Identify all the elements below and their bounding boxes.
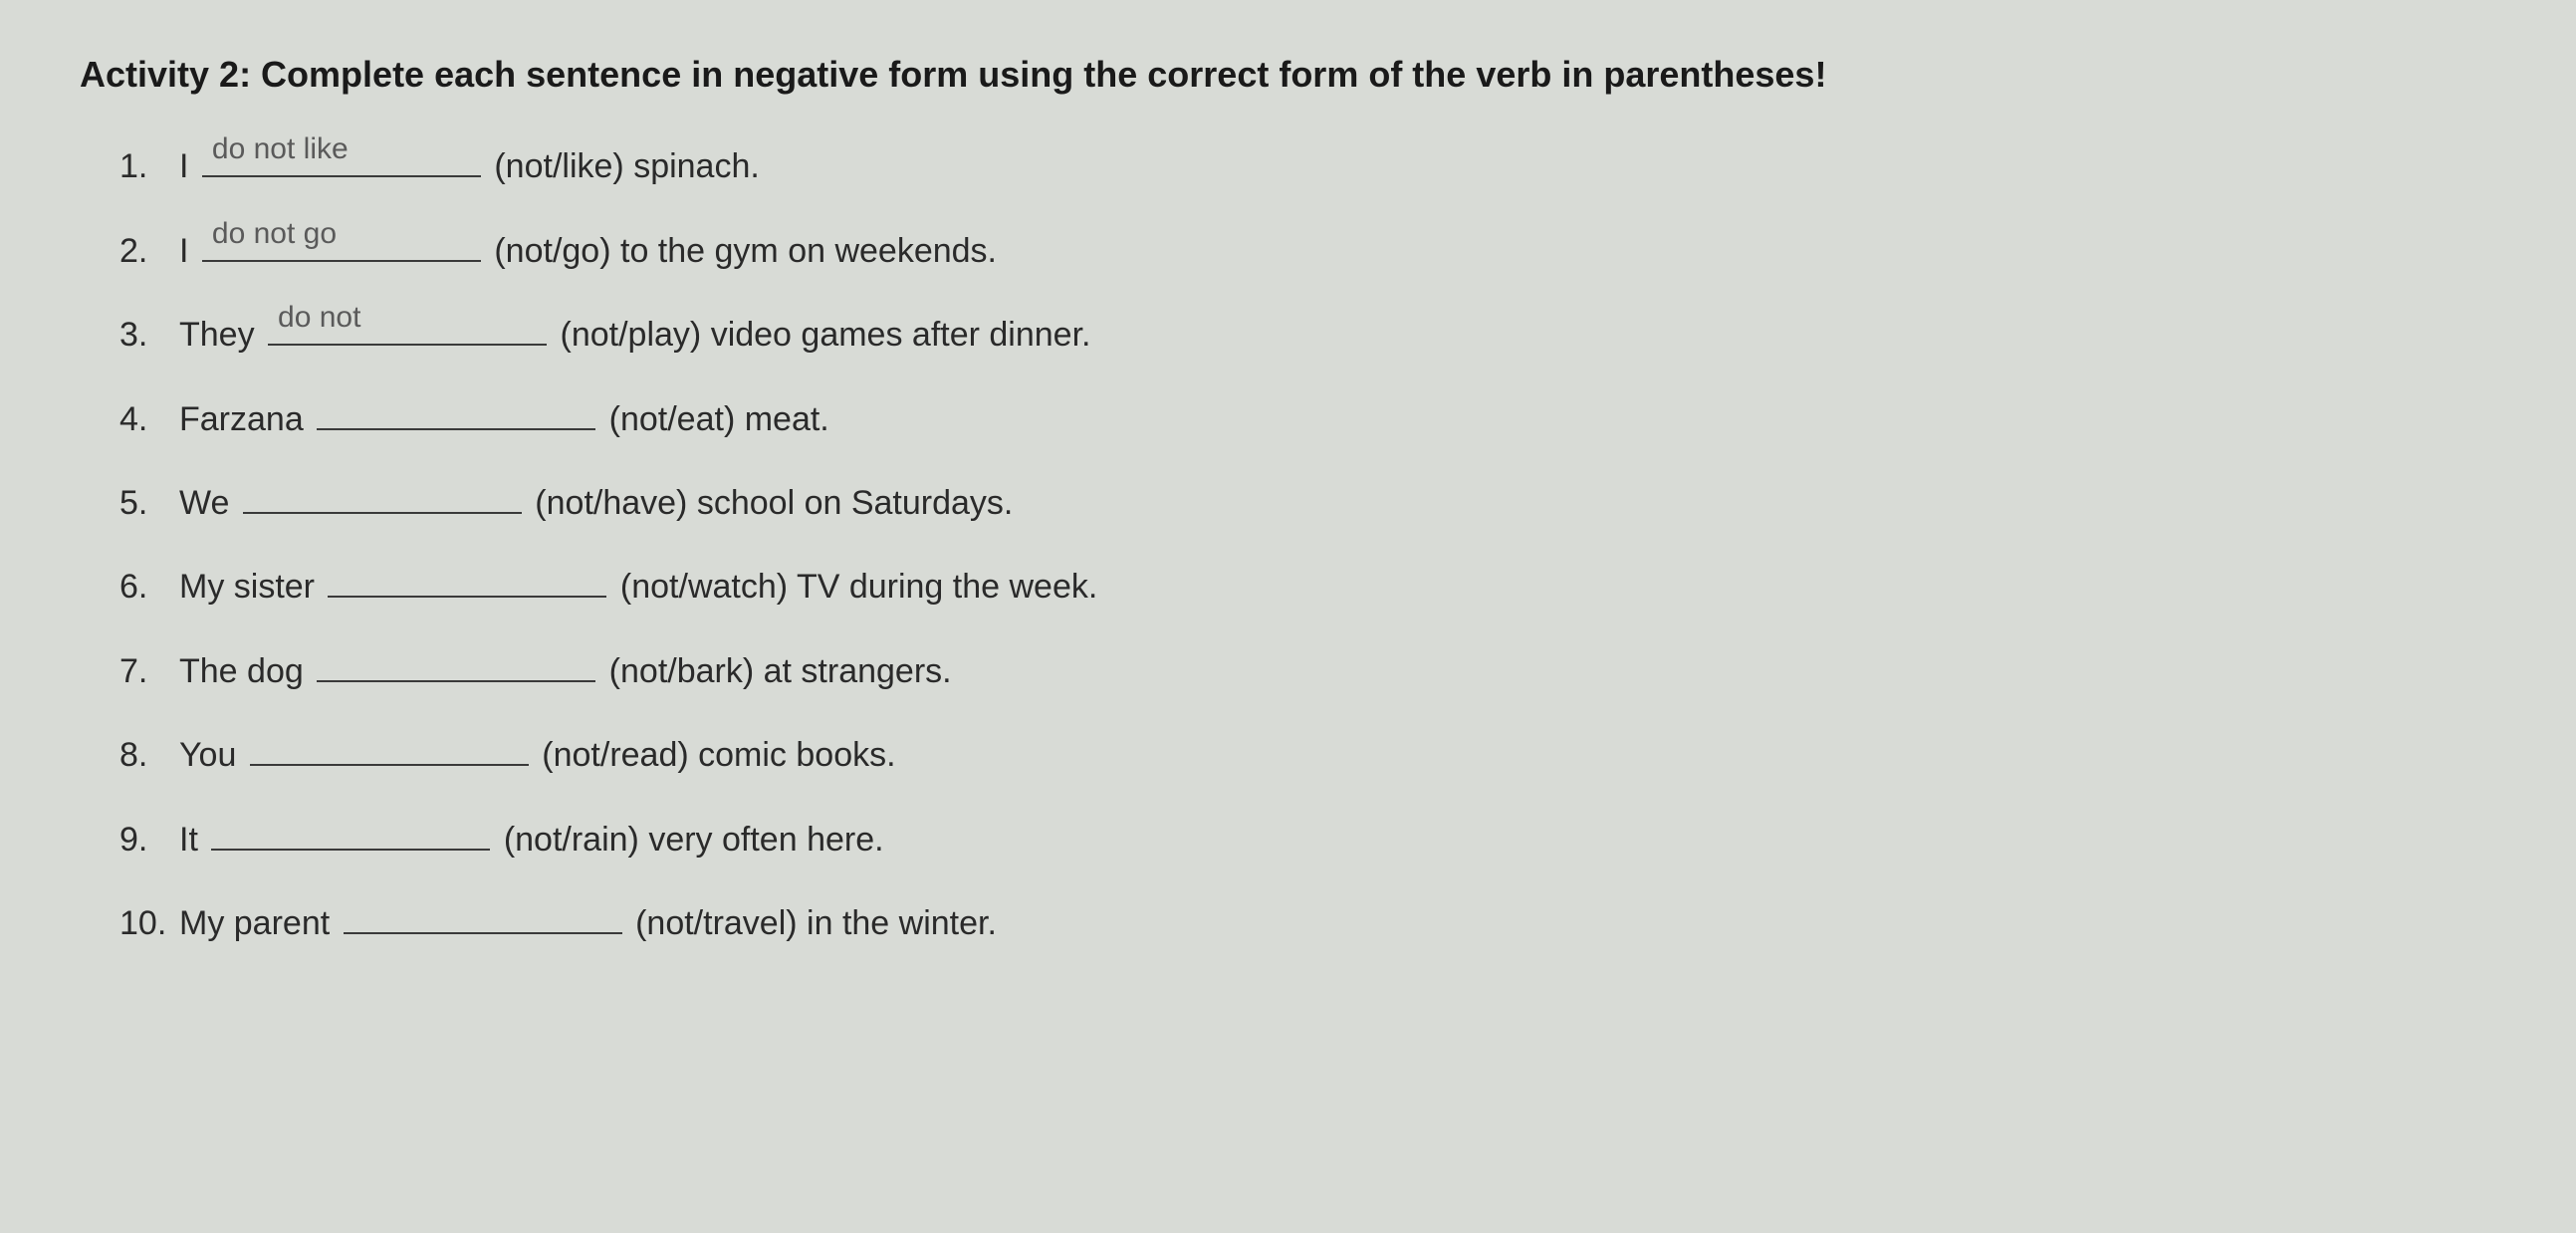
question-item: 9. It (not/rain) very often here. [119, 813, 2469, 866]
question-number: 7. [119, 644, 179, 698]
question-before: I [179, 147, 188, 185]
question-after: in the winter. [807, 904, 997, 942]
question-before: My sister [179, 568, 315, 606]
question-text: It (not/rain) very often here. [179, 813, 884, 866]
worksheet-container: Activity 2: Complete each sentence in ne… [80, 50, 2469, 950]
answer-blank[interactable] [344, 896, 622, 934]
questions-list: 1. I do not like (not/like) spinach. 2. … [80, 139, 2469, 950]
question-text: You (not/read) comic books. [179, 728, 896, 782]
question-text: I do not like (not/like) spinach. [179, 139, 760, 193]
question-item: 4. Farzana (not/eat) meat. [119, 392, 2469, 446]
question-before: My parent [179, 904, 330, 942]
verb-hint: (not/like) [494, 147, 623, 185]
answer-blank[interactable] [243, 476, 522, 514]
verb-hint: (not/read) [542, 736, 688, 774]
answer-blank[interactable]: do not go [202, 224, 481, 262]
question-number: 6. [119, 560, 179, 614]
handwritten-answer: do not go [212, 210, 337, 258]
question-text: They do not (not/play) video games after… [179, 308, 1090, 362]
question-before: We [179, 484, 229, 522]
question-text: My sister (not/watch) TV during the week… [179, 560, 1097, 614]
question-before: I [179, 232, 188, 270]
question-text: My parent (not/travel) in the winter. [179, 896, 997, 950]
verb-hint: (not/watch) [620, 568, 788, 606]
answer-blank[interactable] [211, 813, 490, 851]
question-before: You [179, 736, 236, 774]
verb-hint: (not/bark) [609, 652, 755, 690]
handwritten-answer: do not [278, 294, 360, 342]
verb-hint: (not/play) [561, 316, 702, 354]
question-text: We (not/have) school on Saturdays. [179, 476, 1013, 530]
answer-blank[interactable] [250, 728, 529, 766]
question-number: 8. [119, 728, 179, 782]
verb-hint: (not/rain) [504, 821, 639, 859]
activity-title: Activity 2: Complete each sentence in ne… [80, 50, 2469, 100]
question-before: They [179, 316, 255, 354]
question-after: school on Saturdays. [697, 484, 1014, 522]
question-item: 8. You (not/read) comic books. [119, 728, 2469, 782]
question-after: comic books. [698, 736, 895, 774]
handwritten-answer: do not like [212, 125, 349, 173]
answer-blank[interactable]: do not [268, 308, 547, 346]
question-before: The dog [179, 652, 304, 690]
question-item: 6. My sister (not/watch) TV during the w… [119, 560, 2469, 614]
verb-hint: (not/eat) [609, 400, 736, 438]
question-number: 1. [119, 139, 179, 193]
question-number: 5. [119, 476, 179, 530]
verb-hint: (not/travel) [635, 904, 798, 942]
question-item: 7. The dog (not/bark) at strangers. [119, 644, 2469, 698]
question-after: very often here. [648, 821, 883, 859]
question-number: 9. [119, 813, 179, 866]
question-text: I do not go (not/go) to the gym on weeke… [179, 224, 997, 278]
question-before: Farzana [179, 400, 304, 438]
question-after: video games after dinner. [711, 316, 1091, 354]
question-after: TV during the week. [797, 568, 1097, 606]
answer-blank[interactable]: do not like [202, 139, 481, 177]
question-after: at strangers. [764, 652, 952, 690]
question-number: 2. [119, 224, 179, 278]
question-after: to the gym on weekends. [620, 232, 997, 270]
verb-hint: (not/go) [494, 232, 610, 270]
answer-blank[interactable] [317, 392, 595, 430]
question-after: spinach. [633, 147, 760, 185]
question-text: Farzana (not/eat) meat. [179, 392, 829, 446]
answer-blank[interactable] [317, 644, 595, 682]
question-item: 2. I do not go (not/go) to the gym on we… [119, 224, 2469, 278]
question-item: 1. I do not like (not/like) spinach. [119, 139, 2469, 193]
answer-blank[interactable] [328, 560, 606, 598]
verb-hint: (not/have) [535, 484, 687, 522]
question-item: 5. We (not/have) school on Saturdays. [119, 476, 2469, 530]
question-before: It [179, 821, 198, 859]
question-number: 3. [119, 308, 179, 362]
question-number: 10. [119, 896, 179, 950]
question-number: 4. [119, 392, 179, 446]
question-item: 3. They do not (not/play) video games af… [119, 308, 2469, 362]
question-text: The dog (not/bark) at strangers. [179, 644, 952, 698]
question-after: meat. [745, 400, 829, 438]
question-item: 10. My parent (not/travel) in the winter… [119, 896, 2469, 950]
